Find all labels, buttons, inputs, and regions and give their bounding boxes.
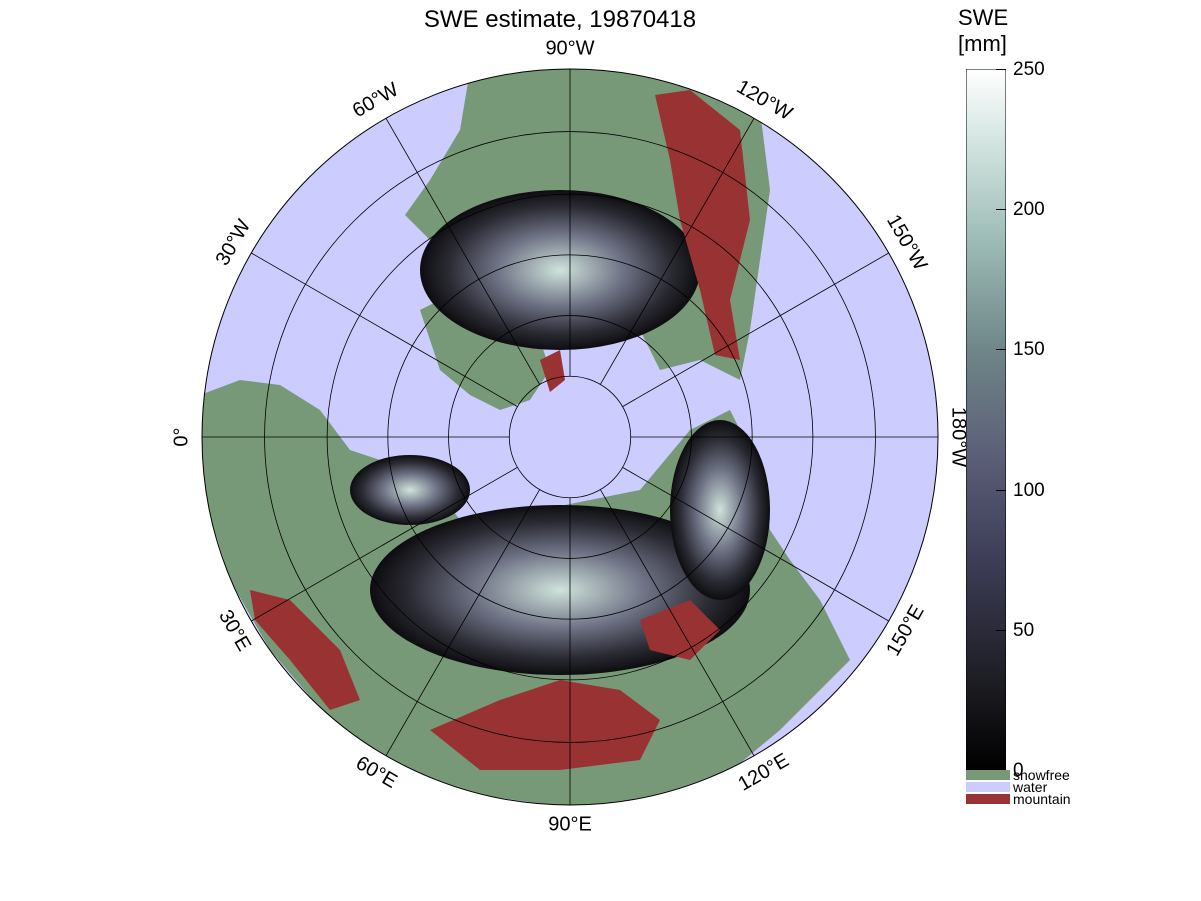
map-title: SWE estimate, 19870418: [423, 6, 697, 33]
legend-label-snowfree: snowfree: [1013, 767, 1070, 783]
snow-cover-north-america: [420, 190, 700, 350]
legend-swatch-snowfree: [966, 770, 1010, 780]
legend-swatch-mountain: [966, 794, 1010, 804]
longitude-label: 90°E: [548, 813, 592, 835]
legend-swatch-water: [966, 782, 1010, 792]
colorbar-tick-label: 250: [1013, 59, 1045, 80]
snow-cover-scandinavia: [350, 455, 470, 525]
colorbar-title: SWE [mm]: [958, 5, 1008, 57]
snow-cover-siberia-east: [670, 420, 770, 600]
colorbar-tick-mark: [996, 69, 1006, 70]
map-disk: [202, 69, 938, 805]
mountain-rockies: [655, 90, 750, 360]
meridian-line: [251, 467, 518, 622]
mountain-europe: [250, 590, 360, 710]
colorbar-tick-mark: [996, 629, 1006, 631]
meridian-line: [600, 118, 755, 385]
mountain-east-siberia: [640, 600, 720, 660]
legend-label-water: water: [1013, 779, 1048, 795]
colorbar-tick-label: 100: [1013, 479, 1045, 501]
longitude-label: 0°: [170, 427, 192, 446]
legend-label-mountain: mountain: [1013, 791, 1071, 807]
meridian-line: [385, 489, 540, 756]
meridian-line: [622, 252, 889, 407]
colorbar-tick-mark: [996, 349, 1006, 351]
meridian-line: [251, 252, 518, 407]
longitude-label: 90°W: [545, 37, 594, 59]
colorbar-tick-label: 200: [1013, 199, 1045, 221]
mountain-greenland-south: [540, 350, 565, 392]
colorbar-tick-label: 50: [1013, 619, 1035, 641]
colorbar-title-variable: SWE: [958, 5, 1009, 30]
longitude-label: 180°W: [948, 407, 970, 467]
graticule: [202, 69, 938, 805]
colorbar-title-units: [mm]: [958, 31, 1007, 56]
colorbar-tick-label: 150: [1013, 339, 1045, 361]
meridian-line: [385, 118, 540, 385]
meridian-line: [600, 489, 755, 756]
colorbar: [966, 69, 1006, 770]
colorbar-tick-mark: [996, 209, 1006, 211]
colorbar-tick-label: 0: [1013, 760, 1024, 781]
map-boundary: [201, 68, 939, 806]
meridian-line: [622, 467, 889, 622]
mountain-central-asia: [430, 680, 660, 770]
colorbar-tick-mark: [996, 489, 1006, 491]
